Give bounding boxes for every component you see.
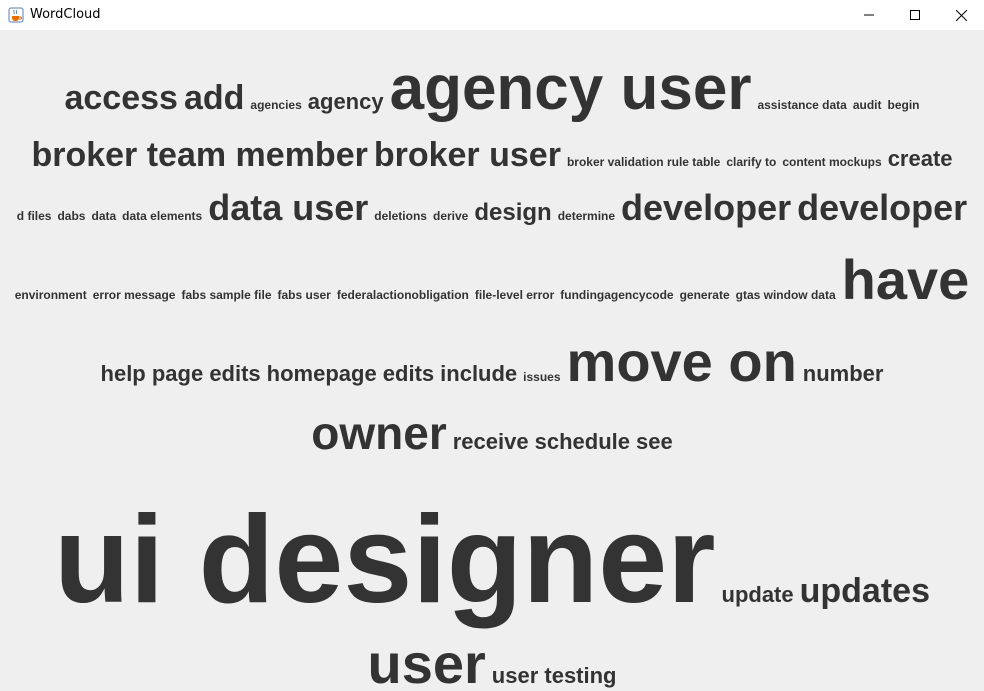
cloud-word: assistance data — [757, 98, 847, 112]
cloud-word: data elements — [122, 209, 203, 223]
minimize-icon — [864, 14, 874, 16]
cloud-word: broker validation rule table — [566, 155, 721, 169]
cloud-word: generate — [679, 288, 730, 302]
cloud-word: file-level error — [474, 288, 555, 302]
cloud-word: data — [91, 209, 117, 223]
maximize-icon — [910, 10, 920, 20]
maximize-button[interactable] — [892, 0, 938, 30]
cloud-word: create — [887, 146, 953, 171]
minimize-button[interactable] — [846, 0, 892, 30]
cloud-word: developer — [621, 187, 792, 228]
cloud-word: fundingagencycode — [560, 288, 674, 302]
cloud-word: number — [802, 361, 884, 386]
window-title: WordCloud — [30, 7, 101, 22]
java-cup-icon — [8, 7, 24, 23]
cloud-word: receive — [452, 429, 529, 454]
cloud-word: federalactionobligation — [336, 288, 469, 302]
cloud-row-6: owner receive schedule see — [0, 410, 984, 456]
cloud-word: agencies — [250, 98, 302, 112]
cloud-word: issues — [523, 370, 561, 384]
close-icon — [955, 9, 967, 21]
cloud-word: derive — [432, 209, 469, 223]
cloud-word: data user — [208, 187, 369, 228]
cloud-word: access — [64, 79, 178, 117]
cloud-word: updates — [799, 572, 930, 610]
cloud-word: user testing — [491, 663, 617, 688]
cloud-row-1: access add agencies agency agency user a… — [0, 58, 984, 120]
cloud-word: clarify to — [726, 155, 777, 169]
cloud-word: broker user — [373, 136, 561, 174]
cloud-row-2: broker team member broker user broker va… — [0, 138, 984, 172]
cloud-word: environment — [14, 288, 87, 302]
cloud-word: agency — [307, 89, 384, 114]
cloud-word: owner — [311, 407, 447, 459]
cloud-word: add — [183, 79, 245, 117]
cloud-word: ui designer — [54, 491, 716, 629]
cloud-word: content mockups — [782, 155, 882, 169]
cloud-row-5: help page edits homepage edits include i… — [0, 334, 984, 390]
cloud-word: determine — [557, 209, 616, 223]
cloud-word: gtas window data — [735, 288, 836, 302]
cloud-word: user — [367, 632, 486, 691]
cloud-word: fabs sample file — [181, 288, 272, 302]
cloud-word: broker team member — [31, 136, 368, 174]
cloud-word: have — [841, 248, 970, 311]
cloud-word: audit — [852, 98, 882, 112]
cloud-word: error message — [92, 288, 176, 302]
cloud-word: help page edits — [100, 361, 261, 386]
cloud-word: see — [635, 429, 673, 454]
cloud-word: homepage edits — [266, 361, 435, 386]
cloud-word: fabs user — [277, 288, 331, 302]
word-cloud-canvas: access add agencies agency agency user a… — [0, 30, 984, 691]
title-bar: WordCloud — [0, 0, 984, 30]
cloud-word: begin — [887, 98, 920, 112]
cloud-word: include — [440, 361, 518, 386]
cloud-word: deletions — [374, 209, 427, 223]
cloud-word: dabs — [57, 209, 86, 223]
close-button[interactable] — [938, 0, 984, 30]
cloud-row-8: user user testing — [0, 636, 984, 691]
cloud-row-4: environment error message fabs sample fi… — [0, 252, 984, 308]
cloud-row-3: d files dabs data data elements data use… — [0, 190, 984, 226]
cloud-word: agency user — [389, 54, 752, 123]
cloud-row-7: ui designer update updates — [0, 498, 984, 622]
cloud-word: design — [474, 199, 552, 226]
cloud-word: move on — [566, 330, 797, 393]
cloud-word: developer — [797, 187, 968, 228]
cloud-word: update — [721, 582, 794, 607]
cloud-word: schedule — [534, 429, 630, 454]
cloud-word: d files — [16, 209, 52, 223]
